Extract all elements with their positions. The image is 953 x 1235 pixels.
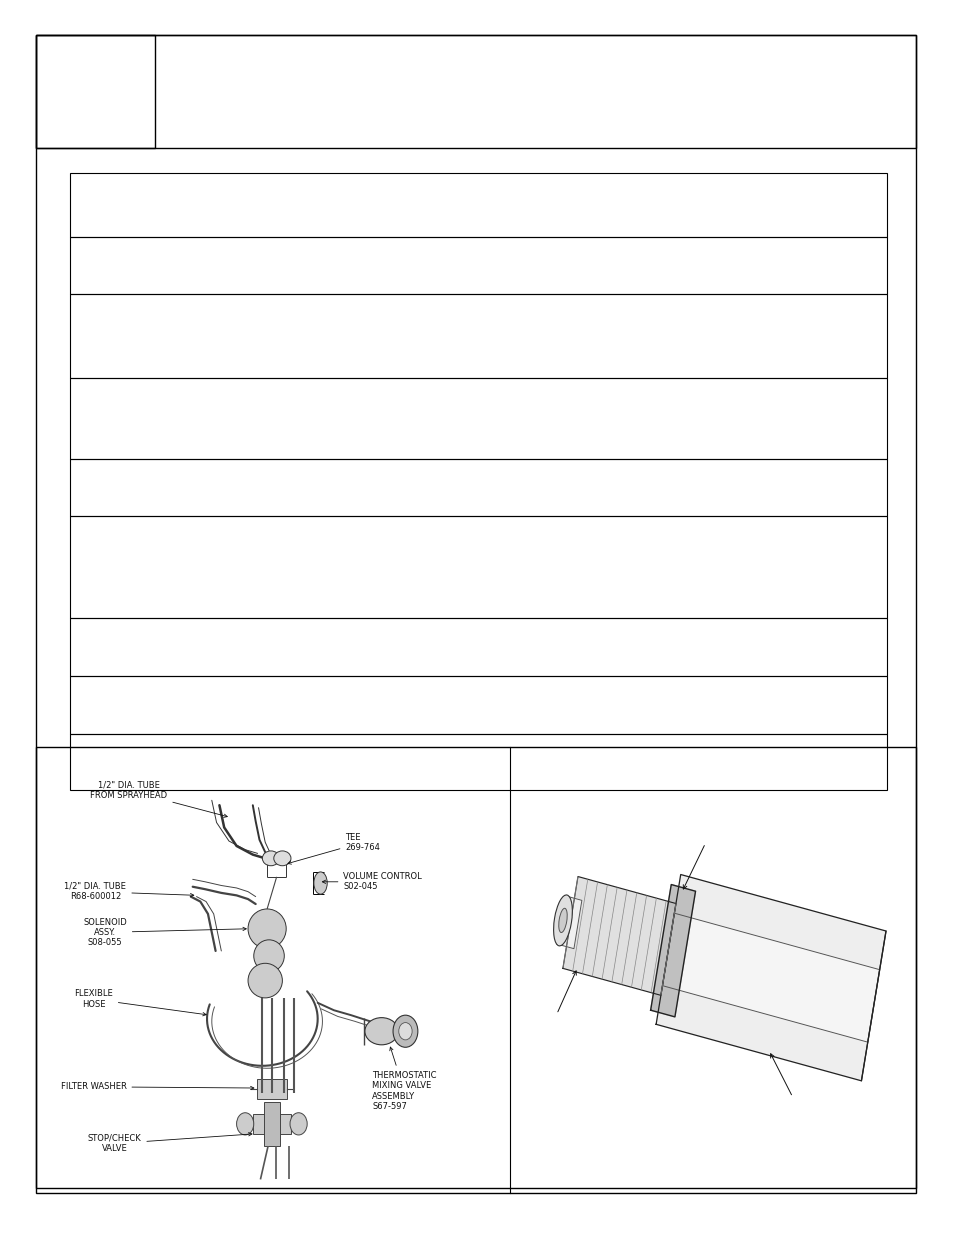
Ellipse shape [262,851,279,866]
Circle shape [398,1023,412,1040]
Polygon shape [650,884,695,1016]
Ellipse shape [364,1018,398,1045]
Bar [70,237,886,294]
Ellipse shape [253,940,284,972]
Bar [36,35,915,148]
Text: 1/2" DIA. TUBE
R68-600012: 1/2" DIA. TUBE R68-600012 [65,882,193,902]
Text: 1/2" DIA. TUBE
FROM SPRAYHEAD: 1/2" DIA. TUBE FROM SPRAYHEAD [91,781,227,818]
Bar [36,35,154,148]
Bar [70,618,886,676]
Polygon shape [557,895,581,948]
Circle shape [393,1015,417,1047]
Ellipse shape [558,908,567,932]
Bar [70,676,886,734]
Bar [70,459,886,516]
Ellipse shape [274,851,291,866]
Text: FLEXIBLE
HOSE: FLEXIBLE HOSE [74,989,206,1016]
Polygon shape [562,877,676,995]
Ellipse shape [248,963,282,998]
Text: STOP/CHECK
VALVE: STOP/CHECK VALVE [88,1132,252,1153]
Polygon shape [661,913,879,1042]
Bar [256,1079,287,1099]
Text: THERMOSTATIC
MIXING VALVE
ASSEMBLY
S67-597: THERMOSTATIC MIXING VALVE ASSEMBLY S67-5… [372,1047,436,1112]
Bar [70,734,886,790]
Bar [70,294,886,378]
Bar [70,516,886,618]
Text: FILTER WASHER: FILTER WASHER [60,1082,253,1092]
Ellipse shape [553,895,572,946]
Ellipse shape [314,872,327,894]
Text: SOLENOID
ASSY.
S08-055: SOLENOID ASSY. S08-055 [83,918,246,947]
Circle shape [290,1113,307,1135]
Ellipse shape [248,909,286,948]
Text: TEE
269-764: TEE 269-764 [288,832,380,864]
Polygon shape [656,874,885,1081]
Text: VOLUME CONTROL
S02-045: VOLUME CONTROL S02-045 [322,872,422,892]
Bar [70,378,886,459]
Bar [264,1102,279,1146]
Circle shape [236,1113,253,1135]
Bar [36,747,915,1193]
Bar [253,1114,291,1134]
Bar [70,173,886,237]
